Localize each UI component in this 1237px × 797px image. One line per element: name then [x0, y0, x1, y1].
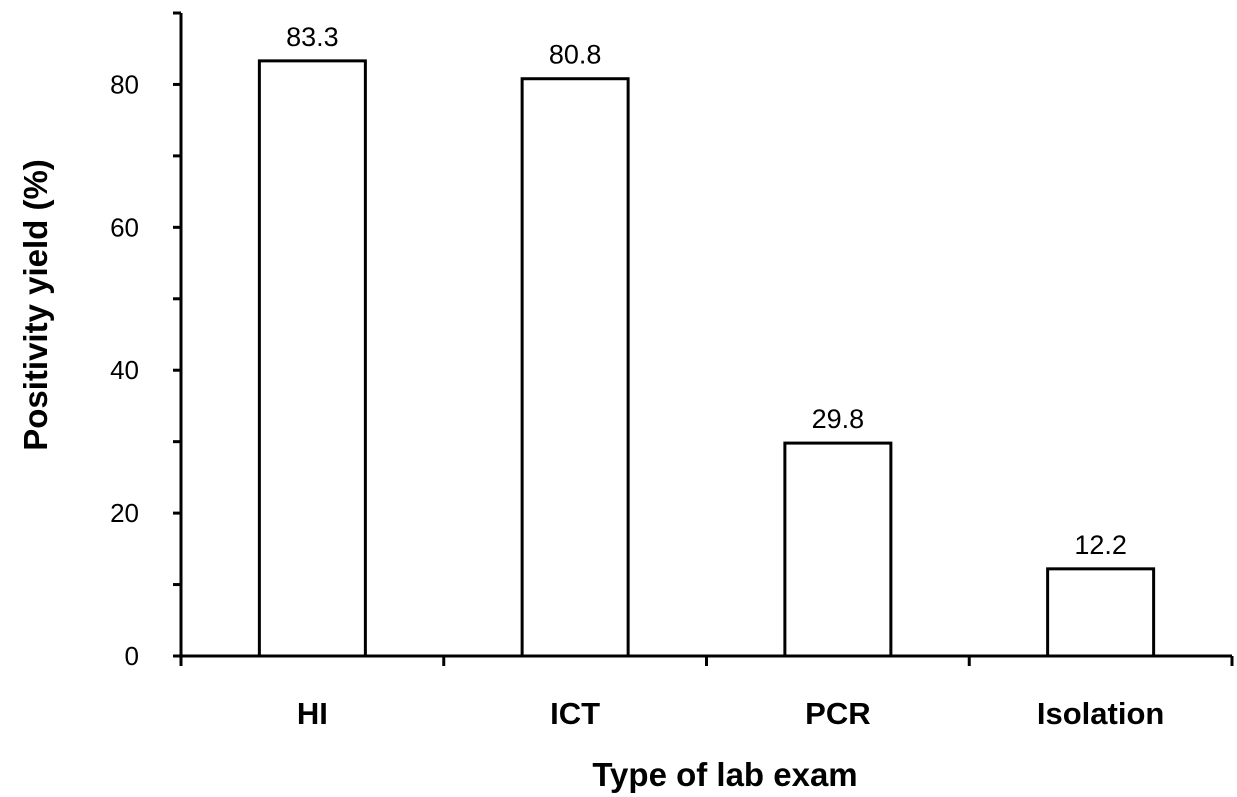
y-axis-title: Positivity yield (%): [17, 159, 54, 451]
data-label: 80.8: [549, 40, 602, 70]
data-label: 83.3: [286, 22, 339, 52]
bar: [783, 441, 893, 658]
x-category-label: Isolation: [1037, 696, 1164, 731]
y-tick-label: 80: [110, 69, 139, 99]
data-label: 12.2: [1074, 530, 1127, 560]
data-label: 29.8: [812, 404, 865, 434]
x-axis-title: Type of lab exam: [592, 756, 857, 793]
bar: [1046, 567, 1156, 658]
plot-area: 83.3 80.8 29.8 12.2 0 20 40 60 80 HI ICT PCR Isolati…: [110, 11, 1234, 731]
x-category-label: PCR: [805, 696, 870, 731]
y-tick-label: 0: [125, 641, 139, 671]
y-tick-label: 60: [110, 212, 139, 242]
x-category-label: HI: [297, 696, 328, 731]
x-category-label: ICT: [550, 696, 600, 731]
bar: [520, 77, 630, 658]
y-tick-label: 20: [110, 498, 139, 528]
bar: [257, 59, 367, 658]
y-tick-label: 40: [110, 355, 139, 385]
